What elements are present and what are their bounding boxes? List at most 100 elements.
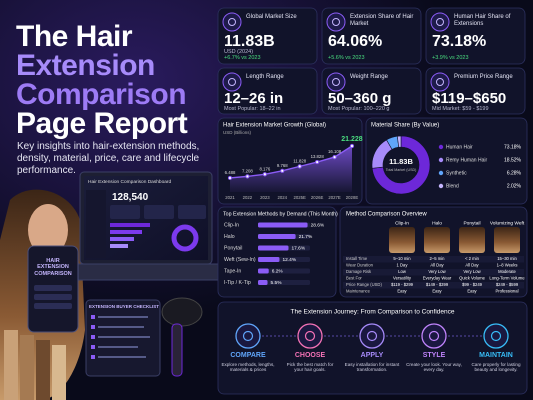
- table-cell: All Day: [430, 263, 444, 268]
- point: [280, 168, 285, 173]
- hair-bundles: [4, 330, 66, 400]
- journey-icon-glyph: [304, 330, 316, 342]
- x-tick-label: 2021: [225, 195, 235, 200]
- table-cell: $249 - $599: [496, 282, 519, 287]
- journey-icon: [235, 323, 261, 349]
- panel: [217, 206, 337, 298]
- y-tick-label: Halo: [224, 234, 235, 240]
- journey-icon: [297, 323, 323, 349]
- column-header: Volumizing Weft: [490, 220, 525, 226]
- value-label: 21.7%: [299, 234, 313, 240]
- row-label: Wear Duration: [346, 263, 374, 268]
- value-label: 9.768: [277, 163, 288, 168]
- bar: [258, 245, 289, 251]
- table-cell: Everyday Wear: [423, 276, 452, 281]
- step-text: Explore methods, lengths, materials & pr…: [221, 362, 275, 373]
- kpi-label: Length Range: [246, 74, 284, 80]
- row-label: Install Time: [346, 256, 368, 261]
- kpi-label: Global Market Size: [246, 14, 297, 20]
- panel: [321, 7, 422, 65]
- table-cell: 2–5 min: [430, 256, 446, 261]
- hair-swatch: [389, 227, 415, 253]
- kpi-icon: [222, 12, 242, 32]
- table-cell: Moderate: [498, 269, 516, 274]
- donut-segment: [371, 135, 431, 195]
- face-illustration: [28, 204, 68, 256]
- row-label: Best For: [346, 276, 362, 281]
- kpi-icon: [430, 72, 450, 92]
- step-title: COMPARE: [230, 352, 266, 359]
- table-title: Method Comparison Overview: [346, 212, 427, 218]
- kpi-icon: [430, 12, 450, 32]
- table-cell: Easy: [467, 289, 477, 294]
- kpi-icon-dot: [228, 18, 236, 26]
- phone-illustration: [27, 245, 79, 333]
- row-stripe: [343, 256, 524, 263]
- table-cell: Versatility: [393, 276, 412, 281]
- subtitle: Key insights into hair-extension methods…: [17, 141, 200, 176]
- kpi-change: +3.9% vs 2023: [432, 55, 469, 61]
- value-label: 7.208: [242, 169, 253, 174]
- x-tick-label: 2024: [278, 195, 288, 200]
- value-label: 13.828: [311, 154, 325, 159]
- kpi-icon-dot: [332, 18, 340, 26]
- bar: [258, 257, 280, 262]
- kpi-icon-dot: [228, 78, 236, 86]
- chart-title: Top Extension Methods by Demand (This Mo…: [223, 211, 338, 217]
- brush-illustration: [161, 297, 203, 377]
- chart-title: Hair Extension Market Growth (Global): [223, 123, 326, 129]
- bar: [258, 222, 308, 228]
- title-line: Page Report: [16, 107, 188, 140]
- step-title: APPLY: [360, 352, 384, 359]
- y-tick-label: Clip-In: [224, 222, 239, 228]
- panel: [425, 67, 526, 115]
- title-line: Comparison: [16, 78, 187, 111]
- row-stripe: [343, 282, 524, 289]
- kpi-value: 64.06%: [328, 33, 383, 50]
- bar: [258, 268, 269, 274]
- kpi-value: $119–$650: [432, 90, 507, 107]
- kpi-note: USD (2024): [224, 49, 254, 55]
- step-title: CHOOSE: [294, 352, 326, 359]
- table-cell: Low: [398, 269, 407, 274]
- step-text: Create your look. Your way, every day.: [406, 362, 462, 373]
- row-label: Maintenance: [346, 289, 371, 294]
- legend-label: Remy Human Hair: [446, 157, 487, 163]
- kpi-label: Weight Range: [350, 74, 388, 80]
- hair-swatch: [424, 227, 450, 253]
- checklist-title: EXTENSION BUYER CHECKLIST: [89, 304, 160, 309]
- journey-icon-glyph: [490, 330, 502, 342]
- kpi-icon-dot: [436, 18, 444, 26]
- y-tick-label: Ponytail: [224, 245, 242, 251]
- kpi-label: Premium Price Range: [454, 74, 513, 80]
- x-tick-label: 2027E: [328, 195, 341, 200]
- x-tick-label: 2026E: [311, 195, 324, 200]
- kpi-note: Most Popular: 100–220 g: [328, 106, 390, 112]
- table-cell: 1 Day: [397, 263, 409, 268]
- value-label: 6.2%: [272, 268, 284, 274]
- line: [229, 145, 353, 179]
- legend-swatch: [438, 157, 444, 163]
- dashboard-title: Hair Extension Comparison Dashboard: [88, 180, 172, 185]
- checklist-illustration: [85, 299, 161, 377]
- kpi-value: 73.18%: [432, 33, 487, 50]
- table-cell: < 2 min: [465, 256, 480, 261]
- x-tick-label: 2028E: [346, 195, 359, 200]
- kpi-icon-dot: [332, 78, 340, 86]
- legend-value: 2.02%: [507, 183, 522, 189]
- journey-icon: [359, 323, 385, 349]
- step-text: Care properly for lasting beauty and lon…: [471, 362, 521, 373]
- kpi-icon: [326, 12, 346, 32]
- point: [315, 159, 320, 165]
- hair-swatch: [494, 227, 520, 253]
- title-line: The Hair: [16, 20, 133, 53]
- panel: [321, 67, 422, 115]
- value-label: 5.5%: [271, 280, 283, 286]
- value-label: 6.488: [225, 170, 236, 175]
- donut-center-label: Total Market (USD): [386, 168, 417, 172]
- journey-icon-glyph: [242, 330, 254, 342]
- kpi-icon: [326, 72, 346, 92]
- donut-segment: [396, 135, 402, 148]
